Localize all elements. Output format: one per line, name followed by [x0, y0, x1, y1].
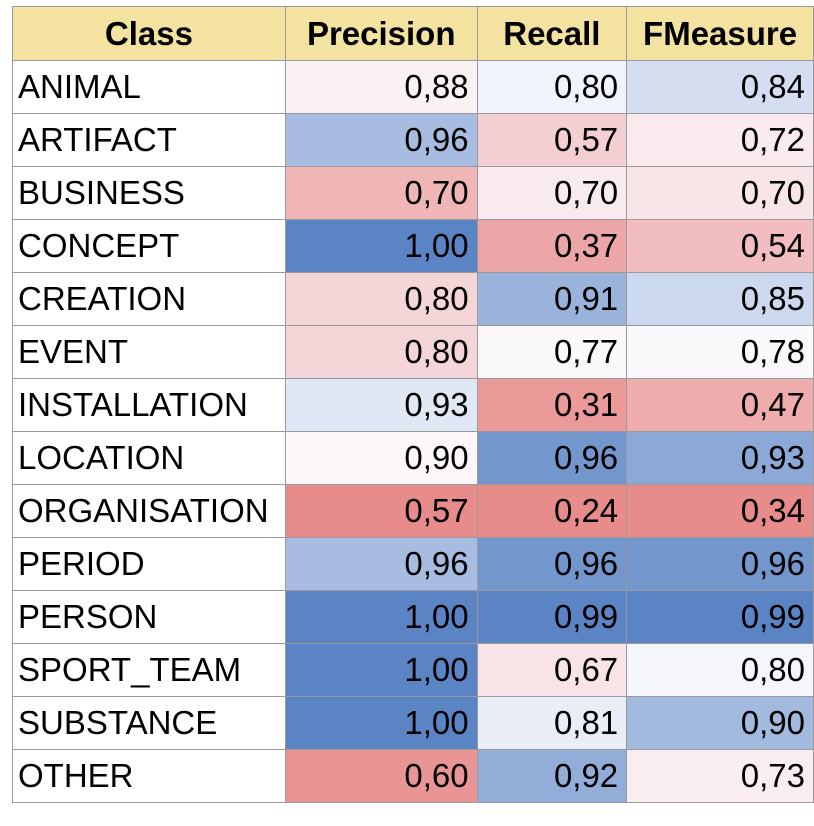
table-row: ORGANISATION 0,57 0,24 0,34: [12, 484, 814, 538]
fmeasure-cell: 0,78: [626, 325, 814, 379]
recall-cell: 0,37: [476, 219, 628, 273]
metrics-heatmap-table: Class Precision Recall FMeasure ANIMAL 0,…: [12, 6, 814, 803]
recall-cell: 0,92: [476, 749, 628, 803]
table-row: OTHER 0,60 0,92 0,73: [12, 749, 814, 803]
table-row: BUSINESS 0,70 0,70 0,70: [12, 166, 814, 220]
table-row: LOCATION 0,90 0,96 0,93: [12, 431, 814, 485]
fmeasure-cell: 0,99: [626, 590, 814, 644]
table-row: ARTIFACT 0,96 0,57 0,72: [12, 113, 814, 167]
table-row: SUBSTANCE 1,00 0,81 0,90: [12, 696, 814, 750]
fmeasure-cell: 0,96: [626, 537, 814, 591]
class-cell: INSTALLATION: [12, 378, 286, 432]
recall-cell: 0,91: [476, 272, 628, 326]
header-fmeasure: FMeasure: [626, 6, 814, 61]
table-row: CREATION 0,80 0,91 0,85: [12, 272, 814, 326]
table-row: EVENT 0,80 0,77 0,78: [12, 325, 814, 379]
recall-cell: 0,77: [476, 325, 628, 379]
fmeasure-cell: 0,54: [626, 219, 814, 273]
class-cell: SPORT_TEAM: [12, 643, 286, 697]
class-cell: ANIMAL: [12, 60, 286, 114]
precision-cell: 0,60: [284, 749, 478, 803]
header-precision: Precision: [284, 6, 478, 61]
precision-cell: 0,80: [284, 325, 478, 379]
precision-cell: 0,88: [284, 60, 478, 114]
table-row: CONCEPT 1,00 0,37 0,54: [12, 219, 814, 273]
precision-cell: 0,96: [284, 113, 478, 167]
class-cell: ARTIFACT: [12, 113, 286, 167]
precision-cell: 0,70: [284, 166, 478, 220]
header-row: Class Precision Recall FMeasure: [12, 6, 814, 61]
table-row: SPORT_TEAM 1,00 0,67 0,80: [12, 643, 814, 697]
class-cell: PERSON: [12, 590, 286, 644]
precision-cell: 0,93: [284, 378, 478, 432]
recall-cell: 0,96: [476, 431, 628, 485]
recall-cell: 0,67: [476, 643, 628, 697]
precision-cell: 0,96: [284, 537, 478, 591]
table-row: PERIOD 0,96 0,96 0,96: [12, 537, 814, 591]
table-row: ANIMAL 0,88 0,80 0,84: [12, 60, 814, 114]
class-cell: PERIOD: [12, 537, 286, 591]
fmeasure-cell: 0,80: [626, 643, 814, 697]
class-cell: BUSINESS: [12, 166, 286, 220]
recall-cell: 0,99: [476, 590, 628, 644]
precision-cell: 0,90: [284, 431, 478, 485]
table-row: INSTALLATION 0,93 0,31 0,47: [12, 378, 814, 432]
class-cell: EVENT: [12, 325, 286, 379]
fmeasure-cell: 0,72: [626, 113, 814, 167]
precision-cell: 1,00: [284, 590, 478, 644]
fmeasure-cell: 0,90: [626, 696, 814, 750]
fmeasure-cell: 0,47: [626, 378, 814, 432]
fmeasure-cell: 0,84: [626, 60, 814, 114]
precision-cell: 1,00: [284, 643, 478, 697]
header-class: Class: [12, 6, 286, 61]
recall-cell: 0,31: [476, 378, 628, 432]
recall-cell: 0,80: [476, 60, 628, 114]
header-recall: Recall: [476, 6, 628, 61]
class-cell: ORGANISATION: [12, 484, 286, 538]
precision-cell: 0,80: [284, 272, 478, 326]
class-cell: CREATION: [12, 272, 286, 326]
class-cell: CONCEPT: [12, 219, 286, 273]
recall-cell: 0,24: [476, 484, 628, 538]
fmeasure-cell: 0,73: [626, 749, 814, 803]
fmeasure-cell: 0,70: [626, 166, 814, 220]
precision-cell: 1,00: [284, 696, 478, 750]
class-cell: OTHER: [12, 749, 286, 803]
class-cell: SUBSTANCE: [12, 696, 286, 750]
recall-cell: 0,81: [476, 696, 628, 750]
table-body: ANIMAL 0,88 0,80 0,84 ARTIFACT 0,96 0,57 0,72 BU…: [12, 60, 814, 803]
recall-cell: 0,96: [476, 537, 628, 591]
precision-cell: 1,00: [284, 219, 478, 273]
fmeasure-cell: 0,85: [626, 272, 814, 326]
recall-cell: 0,57: [476, 113, 628, 167]
table-row: PERSON 1,00 0,99 0,99: [12, 590, 814, 644]
recall-cell: 0,70: [476, 166, 628, 220]
fmeasure-cell: 0,34: [626, 484, 814, 538]
fmeasure-cell: 0,93: [626, 431, 814, 485]
class-cell: LOCATION: [12, 431, 286, 485]
precision-cell: 0,57: [284, 484, 478, 538]
